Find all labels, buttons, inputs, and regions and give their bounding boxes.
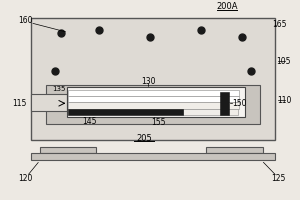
Bar xyxy=(206,147,263,153)
Text: 165: 165 xyxy=(272,20,287,29)
Text: 145: 145 xyxy=(82,117,96,126)
Bar xyxy=(31,153,275,160)
Text: 125: 125 xyxy=(271,174,285,183)
Bar xyxy=(31,18,275,140)
Bar xyxy=(68,109,183,115)
Text: 130: 130 xyxy=(141,77,156,86)
Text: 120: 120 xyxy=(18,174,32,183)
Text: 155: 155 xyxy=(152,118,166,127)
Text: 105: 105 xyxy=(277,57,291,66)
Text: 135: 135 xyxy=(52,86,65,92)
Bar xyxy=(40,147,97,153)
Bar xyxy=(68,90,239,96)
Bar xyxy=(68,102,239,109)
Text: 205: 205 xyxy=(136,134,152,143)
Bar xyxy=(183,109,238,115)
Text: 110: 110 xyxy=(277,96,291,105)
Text: 150: 150 xyxy=(232,99,247,108)
Text: 160: 160 xyxy=(18,16,32,25)
Bar xyxy=(68,96,239,102)
Bar xyxy=(46,85,260,124)
Bar xyxy=(31,94,67,111)
Text: 200A: 200A xyxy=(217,2,238,11)
Bar xyxy=(220,92,230,115)
Bar xyxy=(67,87,245,117)
Text: 115: 115 xyxy=(12,99,27,108)
